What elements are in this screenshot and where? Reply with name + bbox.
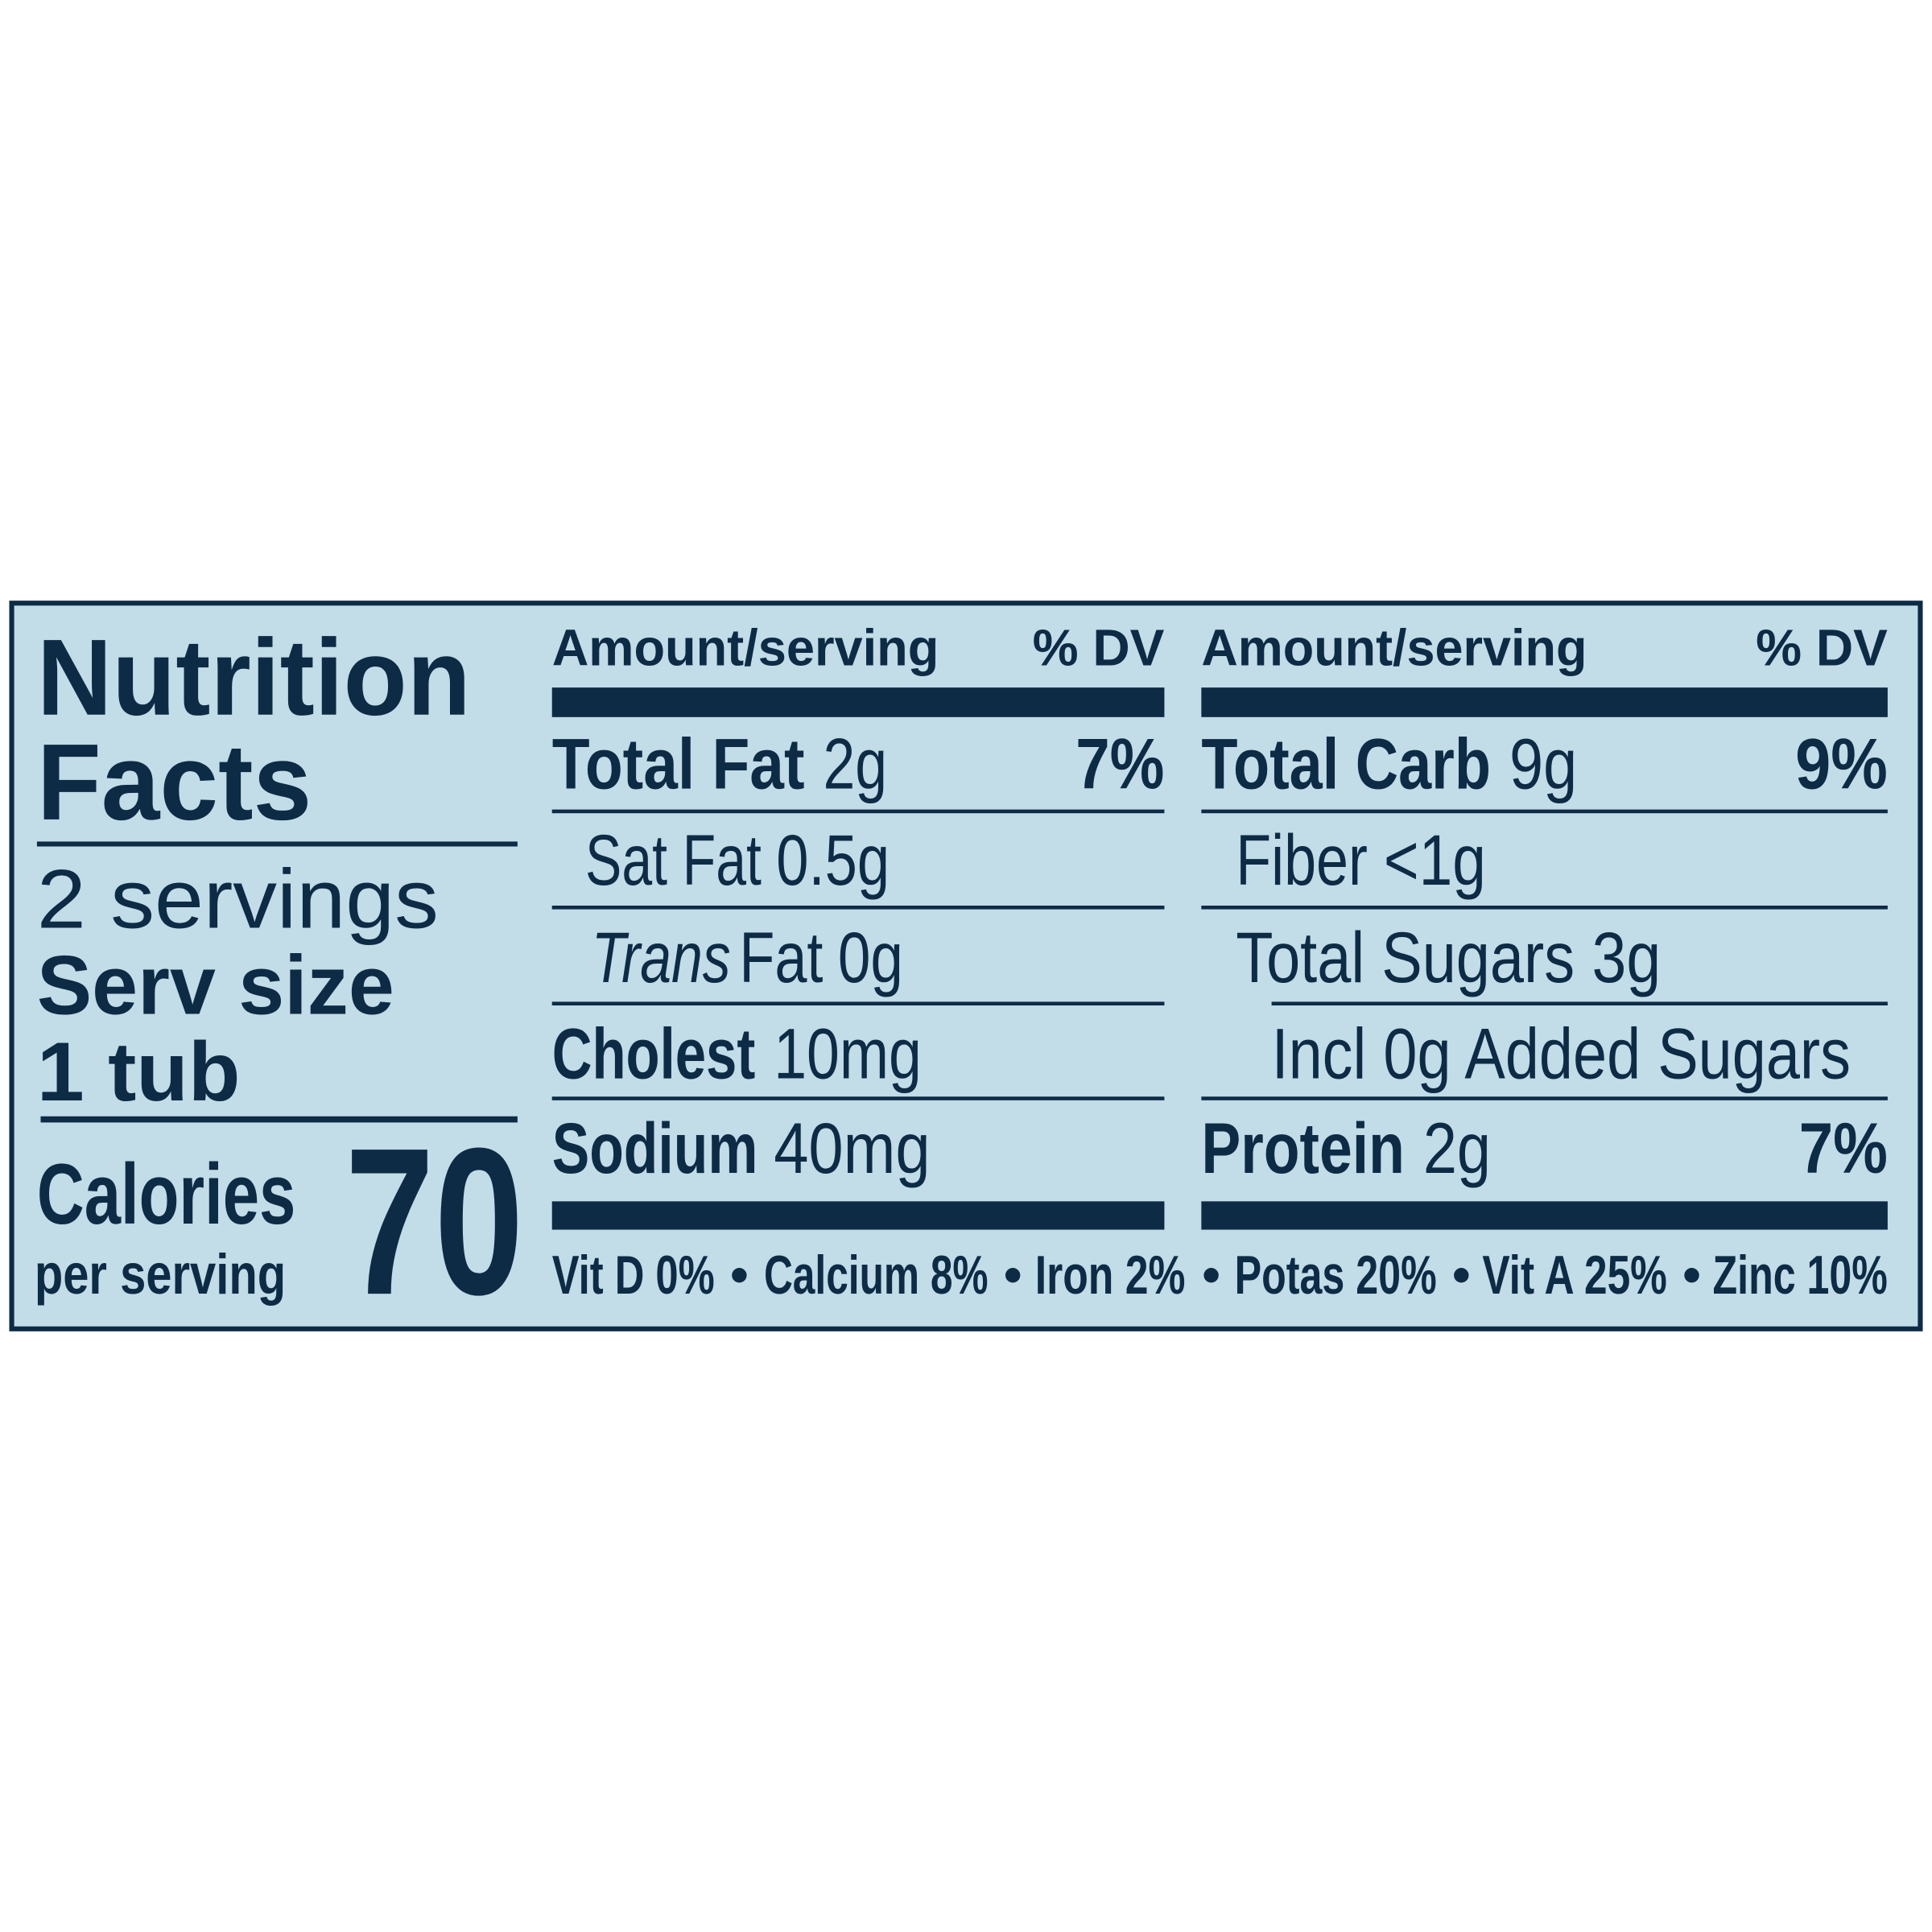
footer-item: Potas 20% <box>1235 1245 1437 1306</box>
nutrient-amount: 40mg <box>774 1108 930 1188</box>
header-amount: Amount/serving <box>1201 619 1587 677</box>
nutrient-name: Total Carb <box>1201 724 1491 804</box>
nutrient-text: Incl 0g Added Sugars <box>1272 1013 1851 1093</box>
bullet <box>1005 1268 1021 1283</box>
footer-item: Zinc 10% <box>1713 1245 1888 1306</box>
nutrient-name: Total Sugars <box>1236 918 1575 997</box>
nutrient-name: Protein <box>1201 1108 1405 1188</box>
bullet <box>1203 1268 1219 1283</box>
servings: 2 servings <box>37 853 439 947</box>
bar <box>551 1201 1165 1230</box>
nutrient-dv: 7% <box>1799 1108 1888 1188</box>
calories-value: 70 <box>345 1104 524 1339</box>
nutrient-name: Fiber <box>1236 820 1368 900</box>
nutrient-name: Cholest <box>552 1013 756 1093</box>
serving-size-label: Serv size <box>37 939 394 1033</box>
footer-item: Calcium 8% <box>764 1245 989 1306</box>
nutrient-dv: 7% <box>1075 724 1164 804</box>
nutrient-name: Sat Fat <box>585 820 762 900</box>
calories-sublabel: per serving <box>35 1242 286 1306</box>
bullet <box>1454 1268 1469 1283</box>
bar <box>551 687 1165 717</box>
nutrient-amount: 0.5g <box>776 820 890 900</box>
bar <box>1201 1201 1888 1230</box>
bullet <box>1684 1268 1699 1283</box>
calories-label: Calories <box>37 1146 295 1242</box>
rule <box>551 1096 1165 1100</box>
nutrient-amount: 10mg <box>774 1013 922 1093</box>
title: Facts <box>37 721 312 843</box>
nutrient-dv: 9% <box>1795 724 1888 804</box>
header-amount: Amount/serving <box>552 619 939 677</box>
rule <box>551 906 1165 910</box>
nutrient-name-italic: Trans <box>592 918 731 997</box>
rule <box>1201 906 1888 910</box>
rule <box>551 809 1165 814</box>
nutrient-amount: 2g <box>1423 1108 1491 1188</box>
nutrient-amount: 2g <box>823 724 887 804</box>
title: Nutrition <box>37 617 471 738</box>
rule <box>36 841 518 847</box>
header-dv: % DV <box>1756 619 1888 677</box>
footer-item: Iron 2% <box>1035 1245 1186 1306</box>
footer-item: Vit A 25% <box>1482 1245 1667 1306</box>
rule <box>551 1001 1165 1005</box>
nutrient-amount: 0g <box>838 918 903 997</box>
nutrient-amount: 9g <box>1509 724 1577 804</box>
header-dv: % DV <box>1033 619 1165 677</box>
nutrient-amount: 3g <box>1592 918 1662 997</box>
bar <box>1201 687 1888 717</box>
rule <box>40 1116 518 1123</box>
rule <box>1201 809 1888 814</box>
nutrient-name: Total Fat <box>552 724 805 804</box>
footer-item: Vit D 0% <box>552 1245 715 1306</box>
nutrient-name: Sodium <box>552 1108 758 1188</box>
rule <box>1271 1001 1888 1005</box>
nutrient-name: Fat <box>739 918 823 997</box>
bullet <box>732 1268 747 1283</box>
serving-size-value: 1 tub <box>37 1026 241 1119</box>
rule <box>1201 1096 1888 1100</box>
nutrient-amount: <1g <box>1384 820 1486 900</box>
